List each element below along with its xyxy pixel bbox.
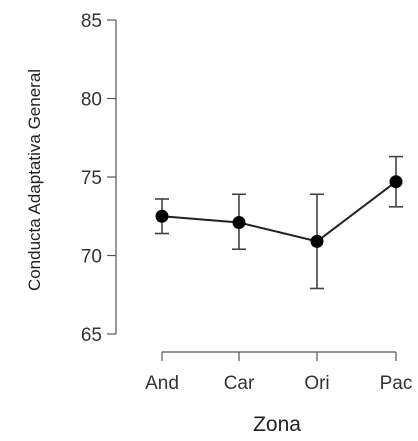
y-tick-label: 75 (81, 168, 102, 189)
y-tick-label: 85 (81, 11, 102, 32)
x-tick-label: And (145, 373, 179, 394)
x-axis-title: Zona (253, 413, 301, 436)
series (155, 175, 403, 248)
x-tick-label: Ori (304, 373, 329, 394)
data-point (310, 234, 324, 248)
data-point (232, 216, 246, 230)
x-tick-label: Pac (380, 373, 413, 394)
x-tick-label: Car (224, 373, 255, 394)
x-axis: And Car Ori Pac (145, 351, 413, 394)
data-point (155, 209, 169, 223)
y-axis-title: Conducta Adaptativa General (25, 69, 44, 291)
data-point (389, 175, 403, 189)
y-axis: 65 70 75 80 85 (81, 11, 117, 346)
y-tick-label: 70 (81, 247, 102, 268)
error-bars (155, 155, 403, 290)
y-tick-label: 80 (81, 90, 102, 111)
series-line (161, 180, 397, 243)
y-tick-label: 65 (81, 325, 102, 346)
